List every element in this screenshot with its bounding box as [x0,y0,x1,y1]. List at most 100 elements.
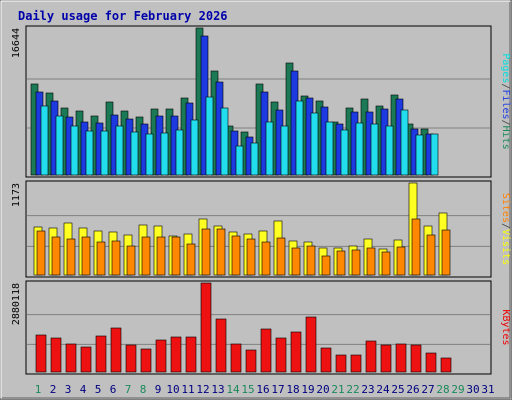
bar-pages-day-1 [40,105,49,176]
bar-kbytes-day-4 [80,346,92,373]
bar-pages-day-17 [280,125,289,176]
y-label-part: Visits [500,229,511,265]
y-label-part: Hits [500,126,511,150]
bar-sites-day-10 [171,236,181,276]
bar-kbytes-day-1 [35,334,47,373]
bar-kbytes-day-17 [275,337,287,373]
bar-kbytes-day-24 [380,344,392,373]
bar-pages-day-22 [355,122,364,176]
bar-sites-day-1 [36,230,46,276]
bar-sites-day-11 [186,243,196,276]
x-axis-labels: 1 2 3 4 5 6 7 8 9 10 11 12 13 14 15 16 17 18 19 20 21 22 23 24 2… [35,383,495,396]
bar-kbytes-day-25 [395,343,407,373]
bar-pages-day-21 [340,129,349,176]
bar-sites-day-7 [126,245,136,276]
x-tick-label: 6 [110,383,117,396]
x-tick-label: 18 [286,383,299,396]
x-tick-label: 5 [95,383,102,396]
x-tick-label: 11 [181,383,194,396]
bar-pages-day-23 [370,123,379,176]
bar-sites-day-2 [51,236,61,276]
bar-pages-day-16 [265,121,274,176]
x-tick-label: 23 [361,383,374,396]
bar-pages-day-4 [85,130,94,176]
x-tick-label: 13 [211,383,224,396]
x-tick-label: 4 [80,383,87,396]
bar-kbytes-day-28 [440,357,452,373]
bar-pages-day-6 [115,125,124,176]
bar-sites-day-9 [156,236,166,276]
x-tick-label: 10 [166,383,179,396]
chart-title: Daily usage for February 2026 [18,9,228,23]
bar-kbytes-day-16 [260,328,272,373]
x-tick-label: 12 [196,383,209,396]
bar-sites-day-24 [381,251,391,276]
max-value-label: 2880118 [11,283,22,325]
y-label-part: Pages [500,53,511,83]
bar-kbytes-day-3 [65,343,77,373]
bar-sites-day-16 [261,241,271,276]
bar-sites-day-26 [411,218,421,276]
y-label-part: / [500,223,511,229]
bar-kbytes-day-5 [95,335,107,373]
series-sites [36,218,451,276]
x-tick-label: 2 [50,383,57,396]
bar-kbytes-day-12 [200,282,212,373]
bar-pages-day-5 [100,130,109,176]
max-value-label: 1173 [11,183,22,207]
bar-kbytes-day-13 [215,318,227,373]
bar-kbytes-day-9 [155,339,167,373]
bar-sites-day-13 [216,228,226,276]
x-tick-label: 28 [436,383,449,396]
x-tick-label: 14 [226,383,240,396]
x-tick-label: 1 [35,383,42,396]
bar-kbytes-day-27 [425,352,437,373]
bar-pages-day-18 [295,100,304,176]
bar-pages-day-24 [385,125,394,176]
x-tick-label: 15 [241,383,254,396]
bar-kbytes-day-10 [170,336,182,373]
x-tick-label: 27 [421,383,434,396]
bar-kbytes-day-6 [110,327,122,373]
bar-sites-day-22 [351,249,361,276]
bar-pages-day-19 [310,112,319,176]
bar-sites-day-14 [231,235,241,276]
bar-kbytes-day-18 [290,331,302,373]
x-tick-label: 30 [466,383,479,396]
panel-middle: 1173 Sites/Visits [11,180,511,278]
bar-pages-day-10 [175,129,184,176]
x-tick-label: 8 [140,383,147,396]
bar-kbytes-day-11 [185,336,197,373]
bar-kbytes-day-22 [350,354,362,373]
bar-sites-day-19 [306,245,316,276]
x-tick-label: 26 [406,383,419,396]
max-value-label: 16644 [11,28,22,58]
bar-kbytes-day-19 [305,316,317,373]
bar-pages-day-26 [415,134,424,176]
bar-pages-day-27 [430,133,439,176]
bar-kbytes-day-15 [245,349,257,373]
y-label-part: KBytes [500,309,511,345]
bar-sites-day-8 [141,236,151,276]
bar-sites-day-15 [246,238,256,276]
bar-pages-day-8 [145,133,154,176]
bar-pages-day-14 [235,145,244,176]
bar-sites-day-20 [321,255,331,276]
bar-kbytes-day-2 [50,337,62,373]
bar-kbytes-day-14 [230,343,242,373]
x-tick-label: 19 [301,383,314,396]
bar-pages-day-11 [190,119,199,176]
bar-pages-day-25 [400,109,409,176]
y-label-part: Sites [500,193,511,223]
x-tick-label: 3 [65,383,72,396]
bar-sites-day-27 [426,234,436,276]
bar-sites-day-6 [111,240,121,276]
bar-sites-day-18 [291,247,301,276]
bar-sites-day-28 [441,229,451,276]
bar-pages-day-3 [70,125,79,176]
bar-sites-day-4 [81,236,91,276]
x-tick-label: 16 [256,383,269,396]
